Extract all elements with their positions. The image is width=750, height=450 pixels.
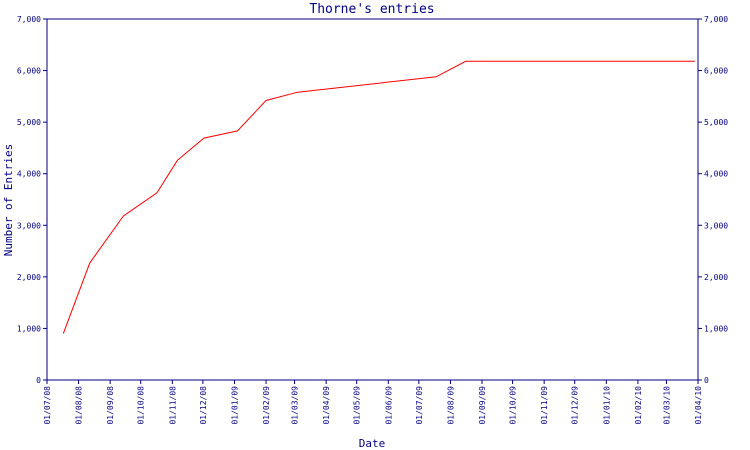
y-tick-label-left: 5,000 [17, 118, 41, 127]
y-tick-label-right: 1,000 [704, 324, 728, 333]
y-tick-label-right: 3,000 [704, 221, 728, 230]
y-tick-label-left: 1,000 [17, 324, 41, 333]
x-tick-label: 01/02/10 [634, 386, 643, 425]
y-tick-label-right: 4,000 [704, 170, 728, 179]
x-tick-label: 01/07/09 [415, 386, 424, 425]
x-tick-label: 01/01/10 [602, 386, 611, 425]
x-tick-label: 01/08/08 [75, 386, 84, 425]
chart-title: Thorne's entries [309, 2, 434, 17]
y-tick-label-left: 7,000 [17, 15, 41, 24]
x-tick-label: 01/03/09 [291, 386, 300, 425]
x-tick-label: 01/11/08 [168, 386, 177, 425]
y-tick-label-left: 2,000 [17, 273, 41, 282]
x-tick-label: 01/12/09 [571, 386, 580, 425]
y-tick-label-right: 7,000 [704, 15, 728, 24]
x-axis-ticks: 01/07/08 01/08/08 01/09/08 01/10/08 01/11/08… [43, 380, 703, 425]
y-tick-label-right: 5,000 [704, 118, 728, 127]
x-tick-label: 01/08/09 [446, 386, 455, 425]
plot-area-frame [46, 18, 699, 381]
x-tick-label: 01/07/08 [43, 386, 52, 425]
series-line-entries [62, 60, 695, 334]
x-tick-label: 01/03/10 [662, 386, 671, 425]
x-tick-label: 01/10/08 [137, 386, 146, 425]
x-tick-label: 01/04/09 [322, 386, 331, 425]
x-tick-label: 01/05/09 [353, 386, 362, 425]
y-tick-label-left: 3,000 [17, 221, 41, 230]
y-axis-label: Number of Entries [2, 144, 15, 257]
y-tick-label-right: 2,000 [704, 273, 728, 282]
x-tick-label: 01/06/09 [384, 386, 393, 425]
y-tick-label-right: 6,000 [704, 67, 728, 76]
x-tick-label: 01/04/10 [694, 386, 703, 425]
y-tick-label-left: 6,000 [17, 67, 41, 76]
y-axis-ticks: 0 0 1,000 1,000 2,000 2,000 3,000 3,000 4,000 4,0… [17, 15, 728, 385]
x-tick-label: 01/09/09 [478, 386, 487, 425]
y-tick-label-left: 0 [36, 376, 41, 385]
x-tick-label: 01/02/09 [262, 386, 271, 425]
y-tick-label-left: 4,000 [17, 170, 41, 179]
x-axis-label: Date [359, 437, 386, 450]
x-tick-label: 01/12/08 [199, 386, 208, 425]
y-tick-label-right: 0 [704, 376, 709, 385]
x-tick-label: 01/09/08 [106, 386, 115, 425]
x-tick-label: 01/10/09 [509, 386, 518, 425]
x-tick-label: 01/01/09 [230, 386, 239, 425]
x-tick-label: 01/11/09 [540, 386, 549, 425]
